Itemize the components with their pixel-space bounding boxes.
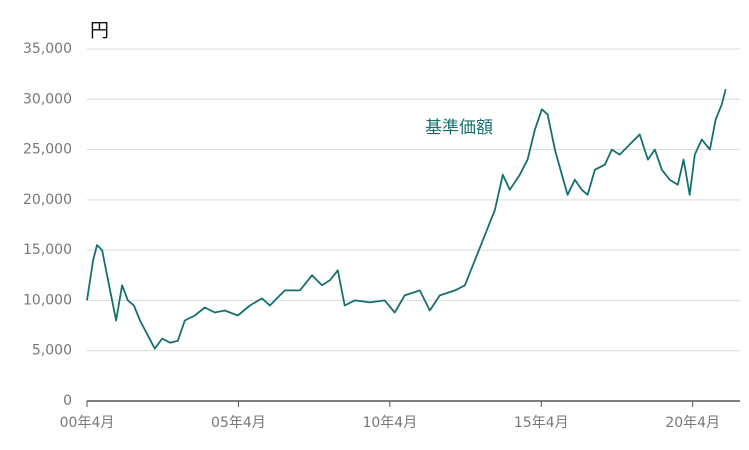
x-tick-label: 10年4月 <box>362 415 417 431</box>
series-line <box>86 88 727 350</box>
y-tick-label: 35,000 <box>23 41 72 57</box>
x-tick-label: 20年4月 <box>665 415 720 431</box>
x-tick-label: 05年4月 <box>211 415 266 431</box>
y-unit-label: 円 <box>90 20 109 42</box>
x-tick-label: 15年4月 <box>514 415 569 431</box>
y-tick-label: 30,000 <box>23 91 72 107</box>
y-tick-label: 25,000 <box>23 142 72 158</box>
series-label: 基準価額 <box>425 118 493 138</box>
y-tick-label: 15,000 <box>23 242 72 258</box>
y-tick-label: 0 <box>63 393 72 409</box>
y-tick-label: 20,000 <box>23 192 72 208</box>
y-tick-label: 10,000 <box>23 292 72 308</box>
y-tick-label: 5,000 <box>32 343 72 359</box>
x-tick-label: 00年4月 <box>60 415 115 431</box>
